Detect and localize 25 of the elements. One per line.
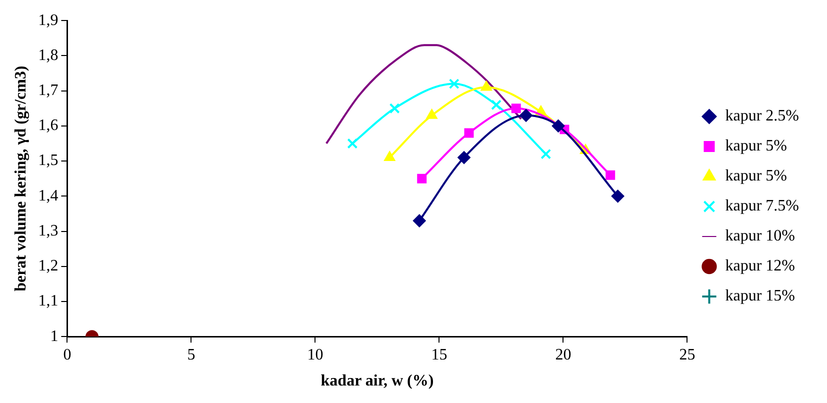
y-tick-label: 1,5 (38, 152, 58, 170)
legend-label: kapur 2.5% (725, 108, 800, 125)
y-tick-label: 1,6 (38, 117, 58, 134)
legend-label: kapur 10% (725, 228, 796, 245)
x-tick-label: 25 (679, 346, 696, 364)
x-tick-label: 20 (555, 346, 572, 364)
legend-label: kapur 7.5% (725, 198, 800, 215)
legend-label: kapur 15% (725, 288, 796, 305)
y-axis-title: berat volume kering, γd (gr/cm3) (12, 66, 30, 292)
x-tick-label: 15 (431, 346, 448, 364)
legend-label: kapur 12% (725, 258, 796, 275)
y-tick-label: 1,9 (38, 12, 58, 29)
y-tick-label: 1,8 (38, 46, 58, 64)
y-tick-label: 1 (50, 328, 58, 345)
y-tick-label: 1,1 (38, 292, 58, 310)
x-tick-label: 0 (63, 346, 72, 364)
x-tick-label: 5 (187, 346, 196, 364)
y-tick-label: 1,3 (38, 222, 58, 240)
y-tick-label: 1,7 (38, 82, 58, 100)
x-tick-label: 10 (307, 346, 324, 364)
legend-label: kapur 5% (725, 138, 788, 155)
legend-label: kapur 5% (725, 168, 788, 185)
x-axis-title: kadar air, w (%) (320, 372, 434, 390)
y-tick-label: 1,4 (38, 187, 58, 204)
y-tick-label: 1,2 (38, 258, 58, 275)
